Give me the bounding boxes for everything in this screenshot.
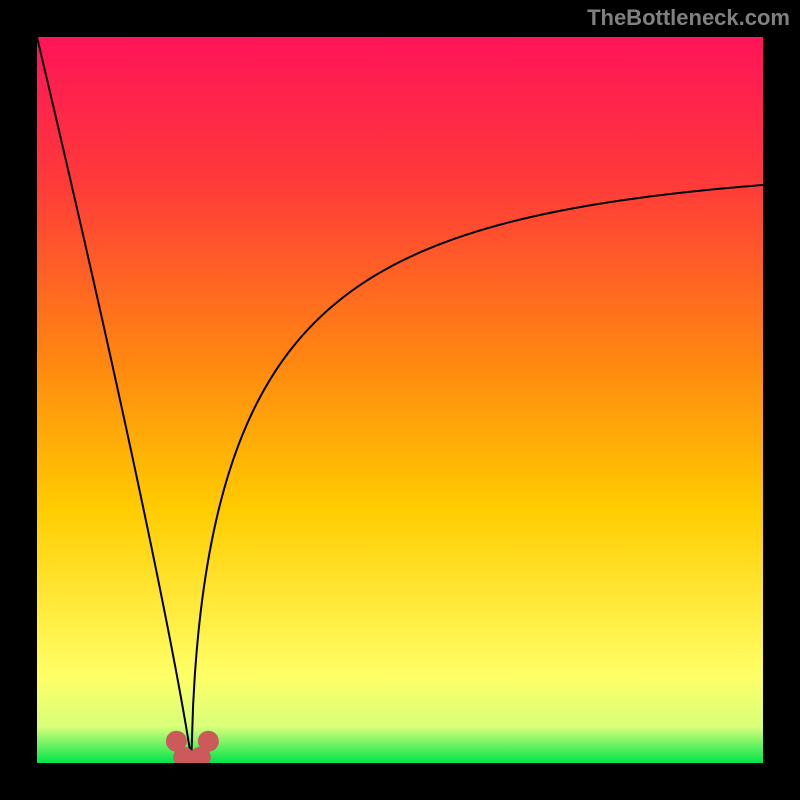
bottleneck-curve (37, 37, 763, 760)
marker-dot (198, 731, 219, 752)
plot-area (37, 37, 763, 763)
chart-frame: TheBottleneck.com (0, 0, 800, 800)
bottleneck-curve-svg (37, 37, 763, 763)
attribution-label: TheBottleneck.com (587, 5, 790, 31)
